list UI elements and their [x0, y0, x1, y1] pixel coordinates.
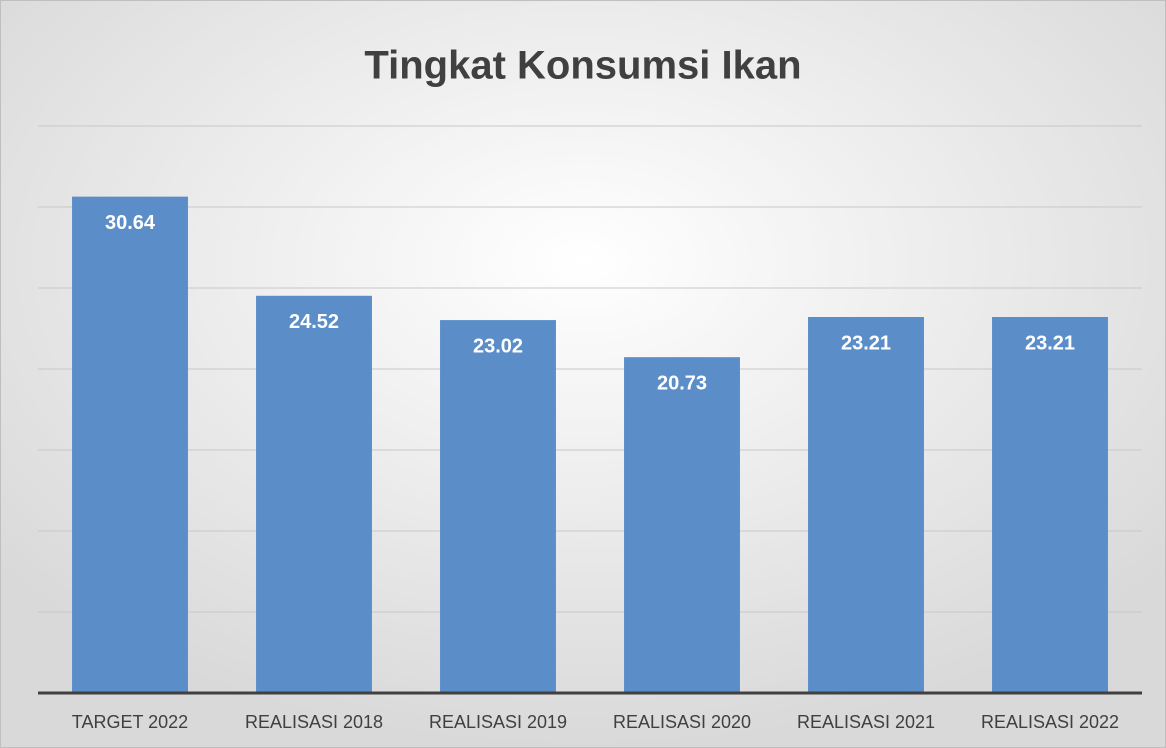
bar — [256, 295, 372, 693]
data-label: 23.21 — [1025, 332, 1075, 354]
x-tick-label: REALISASI 2019 — [429, 712, 567, 732]
data-label: 30.64 — [105, 212, 156, 234]
chart-title: Tingkat Konsumsi Ikan — [364, 44, 801, 88]
bar — [72, 196, 188, 693]
data-label: 23.21 — [841, 332, 891, 354]
bar — [624, 357, 740, 693]
bar — [992, 316, 1108, 693]
x-tick-label: REALISASI 2018 — [245, 712, 383, 732]
bar — [440, 320, 556, 693]
x-tick-label: TARGET 2022 — [72, 712, 188, 732]
data-label: 23.02 — [473, 335, 523, 357]
x-tick-label: REALISASI 2020 — [613, 712, 751, 732]
data-label: 20.73 — [657, 372, 707, 394]
x-tick-label: REALISASI 2021 — [797, 712, 935, 732]
bar — [808, 316, 924, 693]
x-tick-label: REALISASI 2022 — [981, 712, 1119, 732]
data-label: 24.52 — [289, 311, 339, 333]
